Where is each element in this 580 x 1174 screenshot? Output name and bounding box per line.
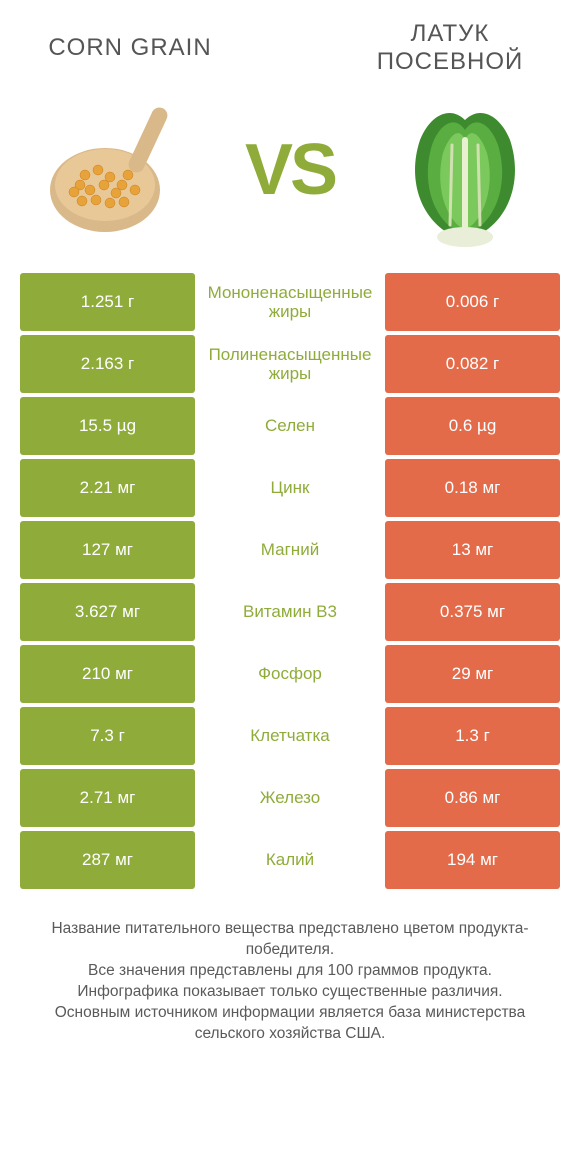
table-row: 7.3 гКлетчатка1.3 г [20, 707, 560, 765]
left-product-title: CORN GRAIN [20, 34, 240, 62]
left-value-cell: 210 мг [20, 645, 195, 703]
right-value-cell: 0.082 г [385, 335, 560, 393]
table-row: 2.163 гПолиненасыщенные жиры0.082 г [20, 335, 560, 393]
left-value-cell: 15.5 µg [20, 397, 195, 455]
nutrient-label: Клетчатка [195, 707, 385, 765]
footer-line: Инфографика показывает только существенн… [35, 982, 545, 1003]
left-value-cell: 287 мг [20, 831, 195, 889]
right-value-cell: 29 мг [385, 645, 560, 703]
right-value-cell: 0.006 г [385, 273, 560, 331]
hero-row: VS [20, 85, 560, 255]
nutrient-label: Полиненасыщенные жиры [195, 335, 385, 393]
footer-notes: Название питательного вещества представл… [20, 919, 560, 1070]
right-value-cell: 13 мг [385, 521, 560, 579]
footer-line: Все значения представлены для 100 граммо… [35, 961, 545, 982]
left-value-cell: 127 мг [20, 521, 195, 579]
right-value-cell: 0.86 мг [385, 769, 560, 827]
nutrient-label: Витамин B3 [195, 583, 385, 641]
table-row: 2.21 мгЦинк0.18 мг [20, 459, 560, 517]
right-value-cell: 194 мг [385, 831, 560, 889]
table-row: 210 мгФосфор29 мг [20, 645, 560, 703]
table-row: 15.5 µgСелен0.6 µg [20, 397, 560, 455]
table-row: 2.71 мгЖелезо0.86 мг [20, 769, 560, 827]
left-value-cell: 2.71 мг [20, 769, 195, 827]
nutrient-label: Калий [195, 831, 385, 889]
nutrient-label: Цинк [195, 459, 385, 517]
table-row: 3.627 мгВитамин B30.375 мг [20, 583, 560, 641]
nutrient-label: Селен [195, 397, 385, 455]
right-value-cell: 1.3 г [385, 707, 560, 765]
corn-grain-image [30, 85, 200, 255]
left-value-cell: 2.21 мг [20, 459, 195, 517]
right-product-title: ЛАТУК ПОСЕВНОЙ [340, 20, 560, 75]
nutrient-label: Железо [195, 769, 385, 827]
table-row: 1.251 гМононенасыщенные жиры0.006 г [20, 273, 560, 331]
table-row: 127 мгМагний13 мг [20, 521, 560, 579]
vs-label: VS [245, 129, 335, 211]
left-value-cell: 3.627 мг [20, 583, 195, 641]
header-row: CORN GRAIN ЛАТУК ПОСЕВНОЙ [20, 20, 560, 75]
table-row: 287 мгКалий194 мг [20, 831, 560, 889]
right-value-cell: 0.375 мг [385, 583, 560, 641]
footer-line: Основным источником информации является … [35, 1003, 545, 1045]
lettuce-image [380, 85, 550, 255]
left-value-cell: 7.3 г [20, 707, 195, 765]
footer-line: Название питательного вещества представл… [35, 919, 545, 961]
nutrient-label: Фосфор [195, 645, 385, 703]
comparison-table: 1.251 гМононенасыщенные жиры0.006 г2.163… [20, 273, 560, 889]
left-value-cell: 2.163 г [20, 335, 195, 393]
nutrient-label: Магний [195, 521, 385, 579]
right-value-cell: 0.6 µg [385, 397, 560, 455]
nutrient-label: Мононенасыщенные жиры [195, 273, 385, 331]
right-value-cell: 0.18 мг [385, 459, 560, 517]
left-value-cell: 1.251 г [20, 273, 195, 331]
